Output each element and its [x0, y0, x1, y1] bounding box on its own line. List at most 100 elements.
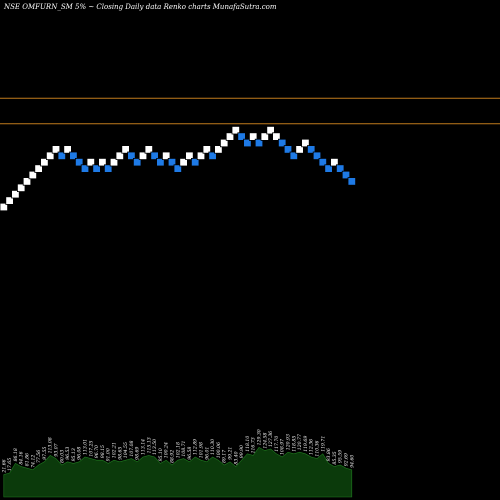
renko-brick-down — [324, 164, 333, 173]
volume-label: 96.53 — [65, 447, 71, 460]
volume-label: 98.69 — [135, 447, 141, 460]
renko-brick-up — [138, 151, 148, 160]
renko-brick-up — [266, 126, 275, 135]
volume-label: 113.50 — [152, 439, 158, 455]
volume-label: 113.01 — [83, 439, 89, 455]
renko-brick-up — [40, 157, 49, 167]
renko-brick-down — [167, 157, 177, 167]
reference-lines — [0, 97, 500, 125]
volume-label: 118.10 — [245, 436, 251, 452]
volume-label: 112.36 — [309, 439, 315, 455]
volume-label: 110.36 — [315, 440, 321, 456]
renko-brick-down — [283, 145, 293, 154]
volume-label: 110.30 — [210, 439, 216, 455]
volume-label: 96.08 — [77, 447, 83, 460]
volume-label: 86.18 — [13, 448, 19, 461]
volume-label: 115.13 — [146, 437, 152, 453]
renko-brick-down — [92, 164, 101, 173]
volume-label: 127.36 — [268, 431, 274, 447]
renko-brick-up — [121, 145, 130, 154]
volume-label: 95.10 — [158, 448, 164, 461]
renko-brick-down — [132, 157, 142, 167]
volume-label: 108.97 — [280, 439, 286, 455]
renko-brick-up — [196, 151, 206, 160]
volume-label: 100.24 — [164, 442, 170, 458]
volume-label: 17.65 — [7, 458, 13, 471]
volume-label: 96.58 — [187, 447, 193, 460]
renko-brick-up — [144, 145, 153, 154]
renko-brick-up — [231, 126, 240, 135]
volume-label: 93.07 — [54, 443, 60, 456]
renko-brick-down — [75, 157, 84, 167]
renko-brick-down — [69, 151, 78, 160]
volume-label: 94.60 — [349, 455, 355, 468]
volume-area — [3, 447, 353, 498]
volume-label: 98.15 — [100, 445, 106, 458]
volume-label: 83.40 — [233, 451, 239, 464]
renko-brick-down — [289, 151, 298, 160]
renko-brick-down — [190, 157, 200, 167]
renko-brick-up — [11, 189, 20, 199]
renko-brick-up — [225, 132, 235, 141]
volume-label: 97.55 — [42, 447, 48, 460]
renko-brick-up — [301, 138, 310, 148]
renko-brick-down — [173, 164, 182, 173]
volume-label: 113.08 — [48, 437, 54, 453]
volume-label: 91.00 — [106, 448, 112, 461]
renko-brick-up — [51, 145, 61, 154]
renko-brick-up — [86, 157, 95, 167]
volume-label: 102.18 — [175, 442, 181, 458]
volume-label: 119.69 — [303, 436, 309, 452]
renko-brick-up — [5, 196, 14, 205]
renko-brick-up — [0, 202, 8, 212]
volume-label: 129.30 — [257, 429, 263, 445]
renko-brick-down — [335, 164, 345, 173]
volume-label: 74.12 — [30, 455, 36, 468]
volume-label: 95.13 — [71, 448, 77, 461]
volume-label: 95.59 — [338, 450, 344, 463]
volume-label: 98.65 — [117, 447, 123, 460]
volume-label: 96.70 — [94, 445, 100, 458]
renko-brick-up — [46, 151, 55, 160]
volume-label: 88.92 — [170, 450, 176, 463]
renko-brick-up — [161, 151, 171, 160]
renko-brick-down — [80, 164, 90, 173]
volume-label: 112.89 — [193, 439, 199, 455]
volume-label: 107.25 — [88, 440, 94, 456]
volume-label: 92.69 — [344, 453, 350, 466]
volume-label: 118.85 — [291, 436, 297, 452]
volume-label: 107.08 — [129, 440, 135, 456]
volume-label: 84.16 — [19, 451, 25, 464]
volume-label: 102.21 — [112, 442, 118, 458]
renko-brick-down — [208, 151, 217, 160]
volume-label: 117.70 — [274, 436, 280, 452]
renko-brick-down — [127, 151, 136, 160]
volume-label: 93.86 — [326, 448, 332, 461]
renko-brick-down — [150, 151, 159, 160]
volume-label: 119.71 — [320, 436, 326, 452]
renko-brick-up — [109, 157, 119, 167]
renko-brick-up — [28, 170, 37, 180]
renko-brick-down — [277, 138, 287, 148]
renko-brick-down — [254, 138, 264, 148]
renko-brick-down — [341, 170, 351, 180]
renko-brick-up — [34, 164, 43, 173]
renko-brick-down — [57, 151, 66, 160]
renko-brick-down — [318, 157, 327, 167]
renko-brick-up — [295, 145, 304, 154]
renko-brick-up — [272, 132, 281, 141]
renko-brick-down — [306, 145, 316, 154]
renko-brick-up — [115, 151, 124, 160]
renko-bricks — [0, 126, 356, 212]
renko-brick-down — [243, 138, 252, 148]
volume-label: 89.17 — [222, 450, 228, 463]
volume-label: 80.03 — [59, 450, 65, 463]
renko-brick-up — [214, 145, 223, 154]
renko-brick-up — [16, 183, 26, 192]
renko-brick-down — [156, 157, 165, 167]
volume-label: 99.90 — [239, 445, 245, 458]
volume-label: 85.35 — [332, 451, 338, 464]
